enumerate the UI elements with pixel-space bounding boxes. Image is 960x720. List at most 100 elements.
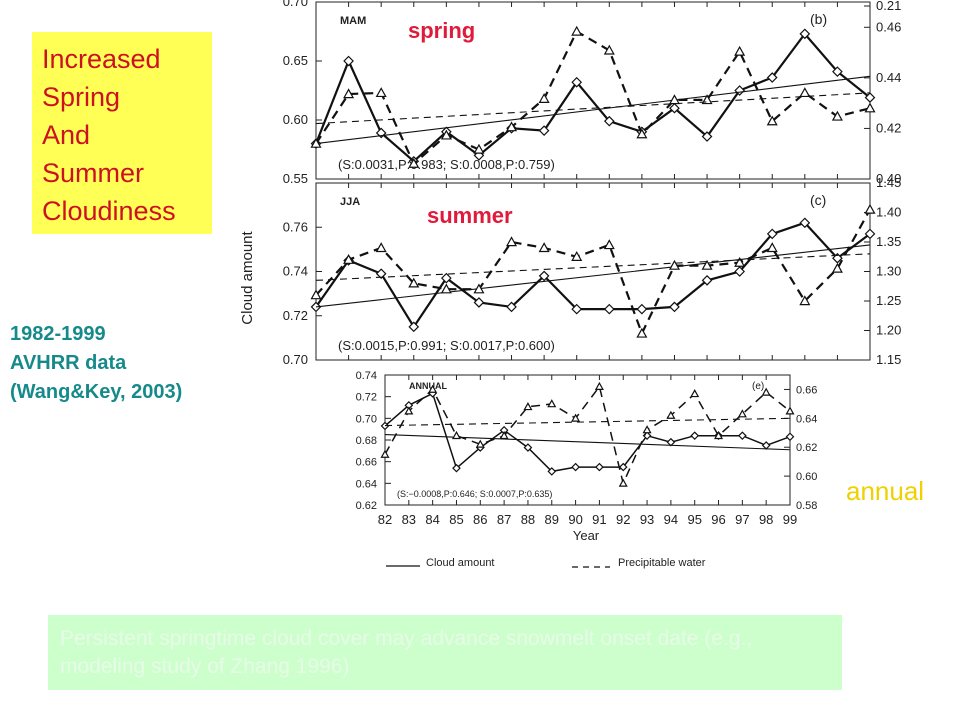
triangle-marker (831, 262, 843, 273)
callout-line: Summer (42, 158, 145, 188)
y-tick-label: 0.64 (356, 478, 377, 490)
diamond-marker (864, 228, 876, 240)
diamond-marker (343, 55, 354, 67)
diamond-marker (547, 467, 557, 476)
triangle-marker (701, 259, 713, 270)
x-tick-label: 93 (640, 512, 654, 527)
diamond-marker (603, 303, 615, 315)
trend-line-precipitable-water (384, 417, 791, 427)
triangle-marker (310, 137, 322, 148)
y2-tick-label: 0.66 (796, 384, 817, 396)
y2-tick-label: 0.21 (876, 0, 901, 13)
triangle-marker (473, 143, 485, 154)
y2-tick-label: 0.62 (796, 442, 817, 454)
diamond-marker (669, 102, 680, 114)
triangle-marker (864, 203, 876, 214)
callout-line: Increased (42, 44, 161, 74)
diamond-marker (380, 421, 390, 431)
triangle-marker (636, 327, 648, 338)
diamond-marker (799, 217, 811, 229)
triangle-marker (642, 425, 652, 434)
y2-tick-label: 0.46 (876, 19, 901, 34)
triangle-marker (375, 87, 387, 98)
note-text: Persistent springtime cloud cover may ad… (60, 627, 753, 678)
y-tick-label: 0.72 (356, 392, 377, 404)
diamond-marker (538, 270, 550, 282)
diamond-marker (571, 76, 583, 88)
triangle-marker (499, 430, 509, 440)
chart-panel-jja: 0.76 0.74 0.72 0.70 1.45 1.40 1.35 1.30 1.25 1.20… (283, 175, 902, 367)
diamond-marker (506, 301, 517, 313)
legend-solid-label: Cloud amount (426, 557, 495, 569)
triangle-marker (636, 128, 648, 139)
diamond-marker (734, 266, 745, 277)
triangle-marker (734, 45, 746, 56)
diamond-marker (523, 443, 533, 452)
diamond-marker (766, 72, 778, 83)
triangle-marker (618, 478, 628, 487)
triangle-marker (343, 88, 355, 99)
y2-tick-label: 0.42 (876, 120, 901, 135)
diamond-marker (738, 431, 747, 441)
diamond-marker (571, 462, 580, 472)
diamond-marker (595, 462, 604, 472)
x-tick-label: 95 (687, 512, 701, 527)
y2-tick-label: 1.40 (876, 205, 901, 220)
x-tick-label: 96 (711, 512, 725, 527)
series-line-precipitable-water (384, 384, 791, 486)
y2-tick-label: 1.15 (876, 352, 901, 367)
x-tick-label: 94 (664, 512, 678, 527)
diamond-marker (669, 301, 680, 313)
x-tick-label: 99 (783, 512, 797, 527)
panel-letter: (b) (810, 11, 827, 27)
triangle-marker (603, 239, 615, 250)
diamond-marker (799, 28, 811, 40)
y-tick-label: 0.76 (283, 219, 308, 234)
legend: Cloud amount Precipitable water (386, 557, 706, 569)
triangle-marker (766, 115, 778, 126)
diamond-marker (701, 275, 713, 286)
source-dataset: AVHRR data (10, 352, 127, 374)
panel-season-label: ANNUAL (409, 381, 447, 391)
triangle-marker (538, 93, 550, 103)
trend-line-precipitable-water (315, 92, 871, 125)
diamond-marker (785, 432, 795, 442)
series-line-cloud-amount (384, 392, 791, 473)
x-tick-label: 82 (378, 512, 392, 527)
diamond-marker (761, 441, 771, 450)
source-years: 1982-1999 (10, 323, 106, 345)
triangle-marker (766, 242, 778, 253)
triangle-marker (690, 389, 700, 398)
triangle-marker (571, 413, 581, 422)
series-line-precipitable-water (315, 208, 871, 337)
trend-line-cloud-amount (384, 434, 791, 451)
chart-panel-mam: 0.70 0.65 0.60 0.55 0.21 0.46 0.44 0.42 0.40 MAM (… (283, 0, 902, 186)
spring-label: spring (408, 18, 476, 43)
y2-tick-label: 0.60 (796, 471, 817, 483)
x-tick-label: 86 (473, 512, 487, 527)
diamond-marker (408, 321, 420, 333)
y2-tick-label: 1.30 (876, 264, 901, 279)
y2-tick-label: 1.35 (876, 234, 901, 249)
series-line-precipitable-water (315, 29, 871, 166)
callout-line: Cloudiness (42, 196, 176, 226)
y2-tick-label: 0.58 (796, 500, 817, 512)
trend-line-precipitable-water (315, 253, 871, 281)
note-box: Persistent springtime cloud cover may ad… (48, 615, 842, 690)
panel-season-label: MAM (340, 15, 366, 27)
triangle-marker (440, 129, 452, 140)
diamond-marker (864, 92, 876, 103)
diamond-marker (636, 303, 648, 315)
x-tick-label: 84 (425, 512, 439, 527)
triangle-marker (737, 409, 747, 418)
trend-line-cloud-amount (315, 75, 871, 145)
diamond-marker (473, 297, 485, 308)
x-tick-label: 91 (592, 512, 606, 527)
triangle-marker (506, 121, 518, 132)
y-tick-label: 0.70 (283, 352, 308, 367)
triangle-marker (375, 242, 387, 253)
y2-tick-label: 0.44 (876, 70, 901, 85)
x-tick-label: 90 (568, 512, 582, 527)
y-tick-label: 0.70 (356, 413, 377, 425)
x-tick-label: 89 (545, 512, 559, 527)
